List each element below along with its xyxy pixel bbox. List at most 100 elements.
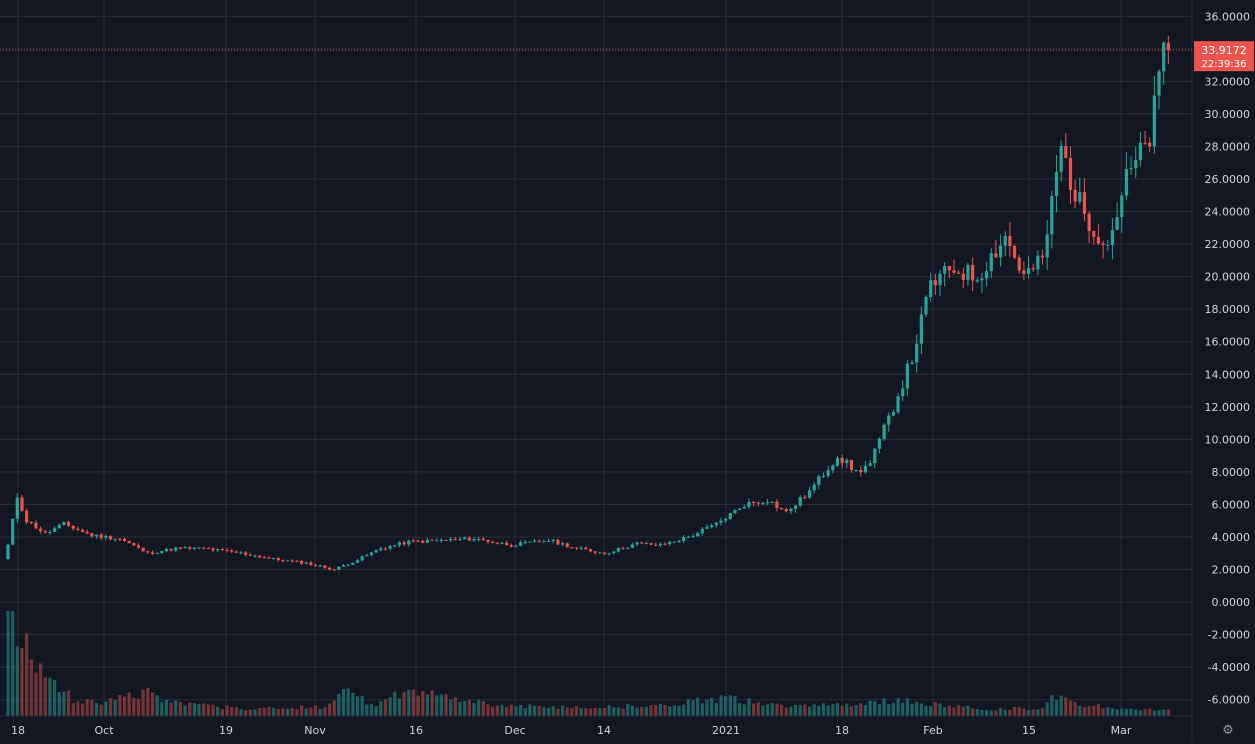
candle-body xyxy=(477,538,481,540)
candle-body xyxy=(71,525,75,529)
volume-bar xyxy=(439,694,443,716)
volume-bar xyxy=(453,697,457,716)
volume-bar xyxy=(1031,709,1035,716)
candle-body xyxy=(756,502,760,504)
candle-body xyxy=(672,541,676,543)
volume-bar xyxy=(1157,710,1161,716)
volume-bar xyxy=(169,702,173,716)
volume-bar xyxy=(127,692,131,716)
candle-body xyxy=(1078,192,1082,202)
volume-bar xyxy=(472,702,476,716)
candle-body xyxy=(1162,42,1166,72)
volume-bar xyxy=(579,708,583,716)
volume-bar xyxy=(281,708,285,716)
volume-bar xyxy=(803,704,807,716)
volume-bar xyxy=(244,710,248,716)
volume-bar xyxy=(188,702,192,716)
volume-bar xyxy=(761,705,765,716)
candle-body xyxy=(938,273,942,286)
volume-bar xyxy=(537,705,541,716)
x-tick-label: 16 xyxy=(409,724,423,737)
candle-body xyxy=(654,544,658,546)
candle-body xyxy=(122,538,127,541)
candle-body xyxy=(346,564,350,566)
volume-bar xyxy=(1022,708,1026,716)
volume-bar xyxy=(519,704,523,716)
candle-body xyxy=(272,557,276,559)
volume-bar xyxy=(150,692,155,716)
candle-body xyxy=(975,280,979,282)
candle-body xyxy=(248,554,252,556)
candle-body xyxy=(514,545,518,547)
current-price-countdown: 22:39:36 xyxy=(1202,59,1247,70)
volume-bar xyxy=(1026,710,1031,716)
candle-body xyxy=(481,538,485,541)
volume-bar xyxy=(859,703,863,716)
candle-body xyxy=(206,548,210,550)
candle-body xyxy=(649,543,653,545)
candle-body xyxy=(20,497,24,511)
candle-body xyxy=(53,528,57,532)
volume-bar xyxy=(728,695,732,716)
candle-body xyxy=(551,539,555,541)
volume-bar xyxy=(971,708,975,716)
candle-body xyxy=(509,545,513,547)
y-tick-label: 28.0000 xyxy=(1205,140,1251,153)
settings-gear-icon[interactable]: ⚙ xyxy=(1222,723,1234,738)
volume-bar xyxy=(183,705,187,716)
candle-body xyxy=(700,528,704,534)
candle-body xyxy=(612,551,616,554)
volume-bar xyxy=(286,708,290,716)
volume-bar xyxy=(612,707,616,716)
candle-body xyxy=(663,543,667,545)
volume-bar xyxy=(635,707,639,716)
candle-body xyxy=(276,557,280,561)
volume-bar xyxy=(43,677,47,716)
volume-bar xyxy=(1134,709,1138,716)
candle-body xyxy=(747,501,751,507)
volume-bar xyxy=(192,703,196,716)
candle-body xyxy=(765,502,770,504)
volume-bar xyxy=(994,710,998,716)
candle-body xyxy=(169,548,173,551)
y-tick-label: -4.0000 xyxy=(1208,661,1250,674)
volume-bar xyxy=(1110,708,1115,716)
candle-body xyxy=(369,552,374,556)
y-tick-label: 26.0000 xyxy=(1205,173,1251,186)
candle-body xyxy=(155,552,159,554)
volume-bar xyxy=(85,699,89,716)
candle-body xyxy=(929,280,933,297)
volume-bar xyxy=(1152,710,1156,716)
candle-body xyxy=(738,508,742,510)
candle-body xyxy=(980,278,984,281)
volume-bar xyxy=(910,703,914,716)
volume-bar xyxy=(1166,709,1170,716)
volume-bar xyxy=(491,706,495,716)
volume-bar xyxy=(845,703,849,716)
candle-body xyxy=(234,551,238,553)
candle-body xyxy=(994,253,998,258)
volume-bar xyxy=(262,707,266,716)
candle-body xyxy=(1166,42,1170,51)
candle-body xyxy=(174,547,178,551)
candle-body xyxy=(146,551,150,553)
candle-body xyxy=(1124,169,1128,196)
volume-bar xyxy=(299,705,304,716)
candle-body xyxy=(1110,230,1115,246)
volume-bar xyxy=(225,705,229,716)
candle-body xyxy=(1129,168,1133,170)
candle-body xyxy=(905,363,909,389)
candle-body xyxy=(752,501,756,503)
candle-body xyxy=(230,550,234,552)
candle-body xyxy=(961,273,965,280)
volume-bar xyxy=(961,706,965,716)
candle-body xyxy=(85,531,89,534)
candle-body xyxy=(882,424,886,439)
volume-bar xyxy=(53,679,57,716)
volume-bar xyxy=(313,705,318,716)
candle-body xyxy=(491,541,495,543)
candle-body xyxy=(402,542,406,545)
candle-body xyxy=(253,555,257,557)
candle-body xyxy=(1082,192,1087,214)
volume-bar xyxy=(1106,707,1110,716)
